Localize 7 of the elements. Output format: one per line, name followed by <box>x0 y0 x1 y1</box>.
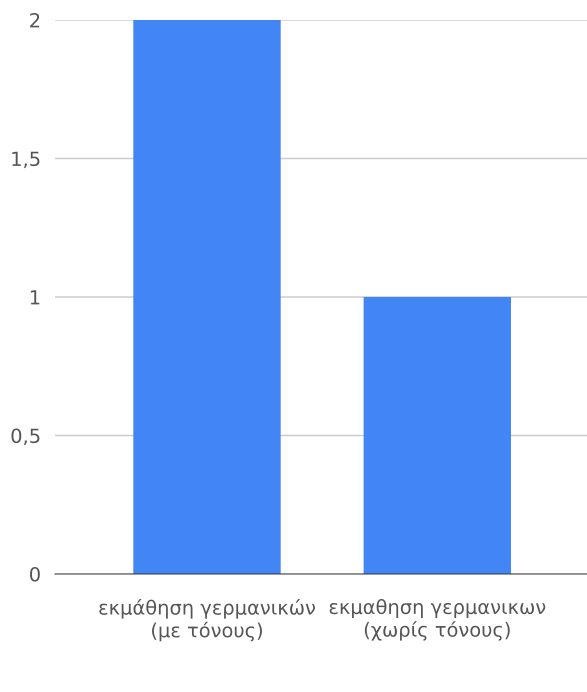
y-tick-label: 1,5 <box>12 152 40 168</box>
y-tick-label: 2 <box>30 12 40 28</box>
y-tick-label: 1 <box>30 290 40 304</box>
y-tick-label: 0,5 <box>11 428 40 446</box>
y-tick-label: 0 <box>30 566 40 582</box>
x-tick-label: εκμάθηση γερμανικών (με τόνους) <box>99 599 315 642</box>
x-tick-label: εκμαθηση γερμανικων (χωρίς τόνους) <box>330 599 546 641</box>
